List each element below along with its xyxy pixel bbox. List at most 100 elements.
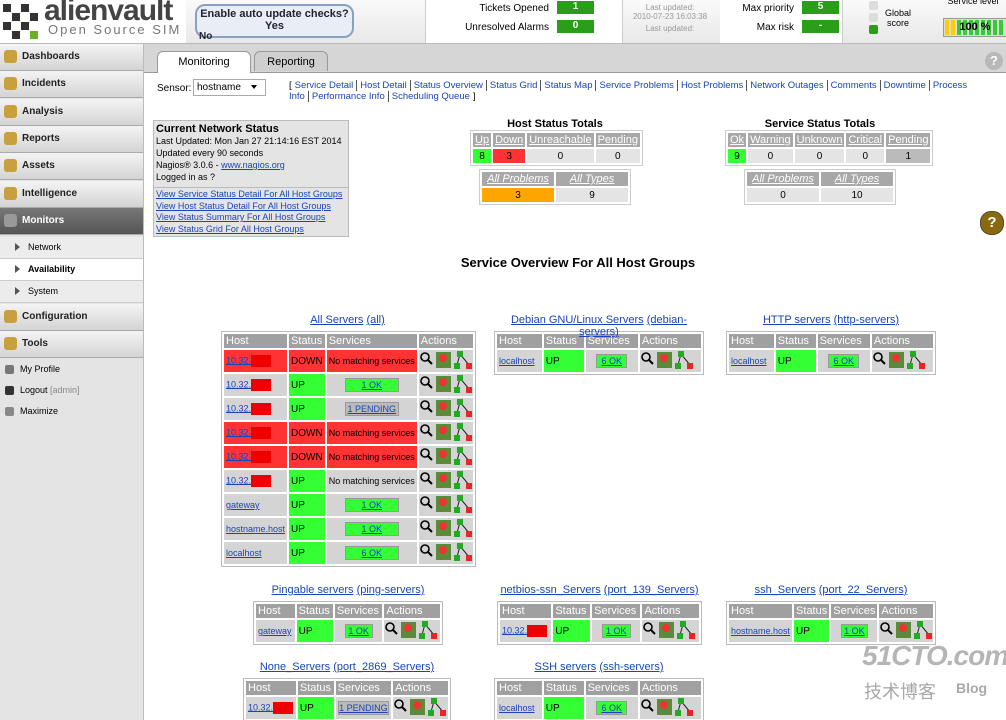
map-icon[interactable] — [891, 354, 900, 362]
menu-item[interactable]: Assets — [0, 153, 143, 181]
host-link[interactable]: localhost — [731, 356, 767, 366]
nav-link-text[interactable]: Host Problems — [680, 80, 744, 91]
nav-link[interactable]: Scheduling Queue — [387, 91, 473, 102]
nav-link-text[interactable]: Process Info — [289, 80, 968, 102]
map-icon[interactable] — [438, 354, 447, 362]
nav-link-text[interactable]: Scheduling Queue — [391, 91, 470, 102]
tab[interactable]: Monitoring — [157, 51, 251, 73]
tree-icon[interactable] — [453, 555, 460, 561]
nav-link[interactable]: Host Detail — [356, 80, 410, 91]
menu-item[interactable]: Intelligence — [0, 180, 143, 208]
map-icon[interactable] — [438, 522, 447, 530]
search-icon[interactable] — [419, 472, 430, 482]
search-icon[interactable] — [648, 706, 654, 712]
max-priority-value[interactable]: 5 — [802, 1, 839, 14]
tree-icon[interactable] — [677, 633, 684, 639]
nav-link[interactable]: Service Detail — [292, 80, 357, 91]
totals-header-cell[interactable]: All Types — [556, 172, 628, 186]
menu-item[interactable]: Dashboards — [0, 44, 143, 71]
host-link[interactable]: 10.32. — [226, 451, 252, 462]
host-group-alias[interactable]: (http-servers) — [833, 314, 900, 326]
nav-link-text[interactable]: Comments — [830, 80, 877, 91]
host-group-name[interactable]: All Servers — [310, 314, 364, 326]
tree-icon[interactable] — [419, 633, 426, 639]
host-group-name[interactable]: ssh_Servers — [754, 584, 816, 596]
search-icon[interactable] — [873, 352, 883, 362]
services-box[interactable]: 1 OK — [344, 378, 399, 392]
tree-icon[interactable] — [456, 351, 463, 357]
nav-link[interactable]: Network Outages — [746, 80, 827, 91]
map-icon[interactable] — [438, 450, 447, 458]
map-icon[interactable] — [438, 378, 447, 386]
services-box[interactable]: 6 OK — [344, 546, 399, 560]
search-icon[interactable] — [419, 352, 430, 362]
services-box[interactable]: 6 OK — [596, 354, 628, 368]
nav-link-text[interactable]: Status Map — [544, 80, 593, 91]
action-icons[interactable] — [419, 350, 473, 370]
totals-header-cell[interactable]: All Problems — [482, 172, 554, 186]
nav-link-text[interactable]: Service Detail — [294, 80, 354, 91]
tree-icon[interactable] — [453, 363, 460, 369]
totals-header-cell[interactable]: All Problems — [747, 172, 819, 186]
help-icon[interactable]: ? — [980, 211, 1004, 235]
tree-icon[interactable] — [906, 363, 913, 369]
services-box[interactable]: 1 PENDING — [344, 402, 399, 416]
host-link[interactable]: 10.32. — [226, 355, 252, 366]
nav-link-text[interactable]: Downtime — [883, 80, 926, 91]
action-icons[interactable] — [419, 470, 473, 490]
host-link[interactable]: gateway — [226, 500, 260, 510]
search-icon[interactable] — [427, 359, 433, 365]
footer-label[interactable]: Maximize — [20, 406, 59, 416]
action-icons[interactable] — [393, 697, 447, 717]
tree-icon[interactable] — [918, 363, 925, 369]
tree-icon[interactable] — [456, 423, 463, 429]
nav-link[interactable]: Performance Info — [307, 91, 388, 102]
tree-icon[interactable] — [926, 633, 933, 639]
totals-header-cell[interactable]: All Types — [821, 172, 893, 186]
menu-item[interactable]: Analysis — [0, 98, 143, 126]
totals-header-cell[interactable]: Pending — [886, 133, 931, 147]
tree-icon[interactable] — [465, 531, 472, 537]
host-group-name[interactable]: Debian GNU/Linux Servers — [510, 314, 644, 326]
host-group-name[interactable]: None_Servers — [259, 661, 331, 673]
search-icon[interactable] — [427, 383, 433, 389]
totals-header-cell[interactable]: Down — [493, 133, 526, 147]
search-icon[interactable] — [419, 376, 430, 386]
host-link[interactable]: 10.32. — [502, 625, 528, 636]
status-link[interactable]: View Status Grid For All Host Groups — [156, 223, 304, 234]
tree-icon[interactable] — [456, 471, 463, 477]
help-icon[interactable]: ? — [985, 52, 1003, 70]
map-icon[interactable] — [659, 701, 668, 709]
action-icons[interactable] — [419, 398, 473, 418]
tree-icon[interactable] — [422, 621, 429, 627]
tree-icon[interactable] — [909, 351, 916, 357]
menu-item[interactable]: Configuration — [0, 304, 143, 331]
search-icon[interactable] — [385, 622, 396, 632]
submenu-item[interactable]: Network — [0, 237, 143, 259]
tree-icon[interactable] — [465, 363, 472, 369]
nav-link[interactable]: Status Grid — [485, 80, 541, 91]
map-icon[interactable] — [438, 546, 447, 554]
search-icon[interactable] — [427, 503, 433, 509]
tree-icon[interactable] — [431, 633, 438, 639]
services-box[interactable]: 6 OK — [828, 354, 860, 368]
host-link[interactable]: gateway — [258, 626, 292, 636]
nav-link[interactable]: Comments — [826, 80, 880, 91]
search-icon[interactable] — [880, 359, 886, 365]
tree-icon[interactable] — [456, 519, 463, 525]
services-box[interactable]: 1 PENDING — [338, 701, 389, 715]
tree-icon[interactable] — [914, 633, 921, 639]
search-icon[interactable] — [419, 400, 430, 410]
nav-link-text[interactable]: Performance Info — [311, 91, 385, 102]
nav-link-text[interactable]: Status Grid — [489, 80, 538, 91]
search-icon[interactable] — [394, 699, 404, 709]
tree-icon[interactable] — [456, 447, 463, 453]
nav-link[interactable]: Service Problems — [595, 80, 677, 91]
services-box[interactable]: 1 OK — [840, 624, 868, 638]
status-link[interactable]: View Service Status Detail For All Host … — [156, 189, 343, 199]
map-icon[interactable] — [438, 498, 447, 506]
host-group-alias[interactable]: (port_2869_Servers) — [333, 661, 435, 673]
alarms-value[interactable]: 0 — [557, 20, 594, 33]
search-icon[interactable] — [887, 629, 894, 635]
host-group-alias[interactable]: (all) — [366, 314, 385, 326]
